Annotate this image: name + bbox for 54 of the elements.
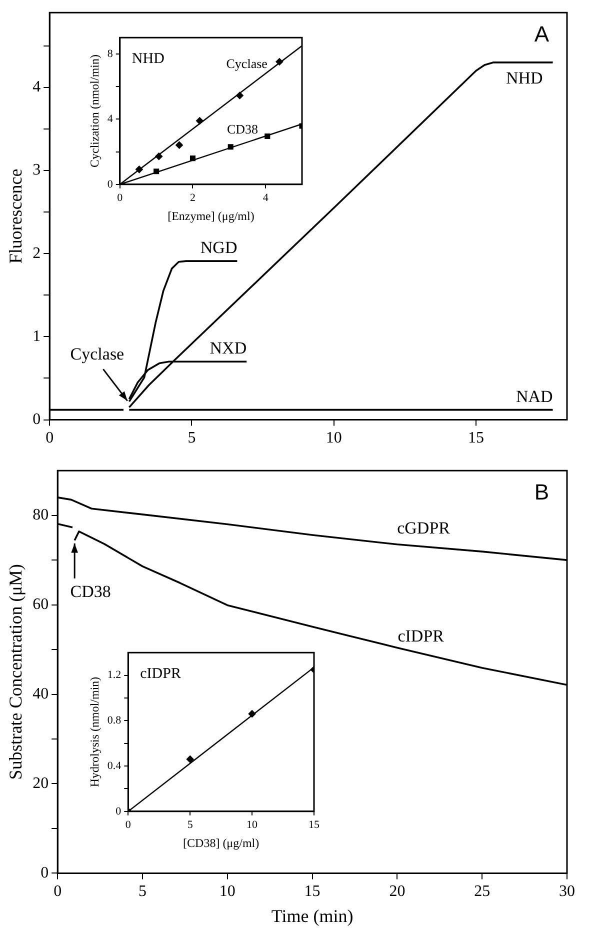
y-tick-label: 0 bbox=[40, 864, 49, 882]
x-tick-label: 25 bbox=[474, 883, 490, 900]
x-tick-label: 30 bbox=[559, 883, 575, 900]
series-label: NXD bbox=[210, 338, 247, 358]
annotation: NHD bbox=[132, 51, 165, 68]
x-tick-label: 0 bbox=[54, 883, 62, 900]
y-tick-label: 0.4 bbox=[107, 760, 122, 772]
series-label: NAD bbox=[516, 386, 553, 406]
series-label: cGDPR bbox=[397, 518, 451, 538]
y-tick-label: 0 bbox=[116, 805, 122, 818]
x-tick-label: 4 bbox=[262, 192, 269, 204]
y-tick-label: 3 bbox=[32, 162, 41, 179]
y-tick-label: 2 bbox=[32, 244, 41, 262]
y-tick-label: 4 bbox=[107, 113, 114, 126]
x-tick-label: 5 bbox=[138, 883, 146, 900]
x-tick-label: 15 bbox=[308, 818, 320, 831]
y-tick-label: 1 bbox=[32, 328, 41, 345]
x-tick-label: 15 bbox=[468, 430, 484, 447]
x-tick-label: 15 bbox=[304, 883, 320, 900]
x-tick-label: 10 bbox=[219, 883, 236, 900]
y-tick-label: 0 bbox=[107, 178, 114, 190]
series-label: NGD bbox=[200, 238, 238, 258]
y-tick-label: 40 bbox=[32, 685, 49, 702]
y-tick-label: 80 bbox=[32, 506, 49, 524]
y-tick-label: 0 bbox=[32, 411, 41, 428]
series-label: CD38 bbox=[226, 121, 258, 136]
y-tick-label: 60 bbox=[32, 596, 49, 614]
x-tick-label: 5 bbox=[187, 818, 194, 831]
x-axis-title: [Enzyme] (μg/ml) bbox=[168, 208, 254, 223]
annotation: cIDPR bbox=[140, 666, 181, 682]
y-tick-label: 1.2 bbox=[107, 669, 122, 682]
x-axis-title: Time (min) bbox=[271, 906, 354, 926]
y-tick-label: 0.8 bbox=[107, 714, 122, 727]
x-tick-label: 10 bbox=[326, 430, 342, 447]
x-tick-label: 20 bbox=[389, 883, 406, 900]
x-axis-title: [CD38] (μg/ml) bbox=[183, 836, 260, 850]
annotation: Cyclase bbox=[70, 344, 124, 364]
y-axis-title: Cyclization (nmol/min) bbox=[87, 54, 102, 168]
x-tick-label: 2 bbox=[190, 192, 196, 204]
y-tick-label: 4 bbox=[32, 78, 41, 96]
series-label: NHD bbox=[506, 68, 543, 88]
y-axis-title: Fluorescence bbox=[6, 168, 26, 264]
y-axis-title: Hydrolysis (nmol/min) bbox=[87, 676, 102, 788]
annotation: B bbox=[534, 480, 549, 505]
x-tick-label: 0 bbox=[125, 818, 132, 831]
annotation: A bbox=[534, 22, 550, 47]
y-tick-label: 8 bbox=[107, 48, 114, 60]
y-tick-label: 20 bbox=[32, 774, 49, 792]
x-tick-label: 5 bbox=[188, 430, 196, 447]
annotation: CD38 bbox=[70, 582, 111, 601]
series-label: cIDPR bbox=[398, 626, 445, 646]
series-label: Cyclase bbox=[226, 56, 268, 72]
y-axis-title: Substrate Concentration (μM) bbox=[6, 564, 26, 780]
x-tick-label: 10 bbox=[246, 818, 258, 831]
